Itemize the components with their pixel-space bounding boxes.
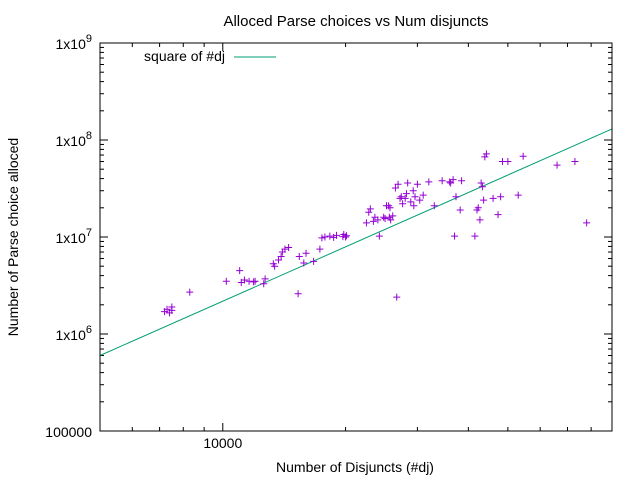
data-point bbox=[456, 206, 464, 214]
data-point bbox=[482, 150, 490, 158]
y-axis-label: Number of Parse choice alloced bbox=[5, 138, 21, 336]
data-point bbox=[375, 232, 383, 240]
legend: square of #dj bbox=[144, 48, 276, 64]
data-point bbox=[449, 176, 457, 184]
legend-label: square of #dj bbox=[144, 48, 225, 64]
data-point bbox=[316, 245, 324, 253]
fit-line-square-of-dj bbox=[99, 128, 613, 356]
data-point bbox=[425, 178, 433, 186]
data-point bbox=[489, 194, 497, 202]
data-point bbox=[519, 152, 527, 160]
data-point bbox=[404, 179, 412, 187]
data-point bbox=[310, 257, 318, 265]
data-point bbox=[369, 217, 377, 225]
data-point bbox=[245, 277, 253, 285]
data-point bbox=[430, 202, 438, 210]
data-point bbox=[321, 233, 329, 241]
data-point bbox=[277, 252, 285, 260]
data-point bbox=[260, 280, 268, 288]
data-point bbox=[474, 204, 482, 212]
data-point bbox=[401, 194, 409, 202]
data-point bbox=[504, 158, 512, 166]
data-point bbox=[250, 278, 258, 286]
data-point bbox=[481, 153, 489, 161]
data-point bbox=[571, 158, 579, 166]
data-point bbox=[583, 219, 591, 227]
data-point bbox=[476, 216, 484, 224]
data-point bbox=[302, 249, 310, 257]
data-points bbox=[161, 150, 591, 317]
data-point bbox=[285, 243, 293, 251]
data-point bbox=[222, 277, 230, 285]
y-tick-label: 1x108 bbox=[56, 130, 92, 149]
data-point bbox=[389, 212, 397, 220]
data-point bbox=[399, 200, 407, 208]
data-point bbox=[300, 259, 308, 267]
data-point bbox=[366, 205, 374, 213]
data-point bbox=[402, 190, 410, 198]
plot-border bbox=[99, 42, 613, 432]
data-point bbox=[240, 276, 248, 284]
data-point bbox=[410, 202, 418, 210]
data-point bbox=[342, 232, 350, 240]
data-point bbox=[419, 191, 427, 199]
data-point bbox=[494, 211, 502, 219]
data-point bbox=[318, 234, 326, 242]
chart-title: Alloced Parse choices vs Num disjuncts bbox=[223, 13, 488, 30]
data-point bbox=[295, 252, 303, 260]
data-point bbox=[411, 193, 419, 201]
data-point bbox=[393, 293, 401, 301]
data-point bbox=[326, 232, 334, 240]
data-point bbox=[362, 219, 370, 227]
data-point bbox=[236, 267, 244, 275]
data-point bbox=[458, 177, 466, 185]
data-point bbox=[374, 216, 382, 224]
data-point bbox=[416, 196, 424, 204]
data-point bbox=[478, 183, 486, 191]
data-point bbox=[251, 277, 259, 285]
data-point bbox=[471, 232, 479, 240]
x-axis-ticks: 10000 bbox=[99, 43, 613, 451]
data-point bbox=[394, 180, 402, 188]
data-point bbox=[281, 245, 289, 253]
data-point bbox=[294, 290, 302, 298]
y-tick-label: 1x109 bbox=[56, 33, 92, 52]
data-point bbox=[332, 231, 340, 239]
data-point bbox=[261, 275, 269, 283]
data-point bbox=[407, 198, 415, 206]
data-point bbox=[451, 232, 459, 240]
data-point bbox=[168, 303, 176, 311]
data-point bbox=[386, 204, 394, 212]
data-point bbox=[413, 180, 421, 188]
data-point bbox=[553, 161, 561, 169]
data-point bbox=[186, 288, 194, 296]
data-point bbox=[409, 187, 417, 195]
data-point bbox=[163, 305, 171, 313]
data-point bbox=[387, 216, 395, 224]
y-axis-ticks: 100000 1x106 1x107 1x108 1x109 bbox=[45, 33, 612, 440]
data-point bbox=[480, 196, 488, 204]
data-point bbox=[397, 193, 405, 201]
data-point bbox=[477, 179, 485, 187]
data-point bbox=[514, 191, 522, 199]
y-tick-label: 100000 bbox=[45, 424, 92, 440]
data-point bbox=[381, 215, 389, 223]
data-point bbox=[391, 184, 399, 192]
y-tick-label: 1x106 bbox=[56, 324, 92, 343]
data-point bbox=[452, 193, 460, 201]
x-axis-label: Number of Disjuncts (#dj) bbox=[276, 459, 434, 475]
y-tick-label: 1x107 bbox=[56, 227, 92, 246]
data-point bbox=[438, 177, 446, 185]
data-point bbox=[342, 233, 350, 241]
data-point bbox=[271, 262, 279, 270]
data-point bbox=[365, 208, 373, 216]
data-point bbox=[497, 193, 505, 201]
x-tick-label: 10000 bbox=[203, 435, 242, 451]
